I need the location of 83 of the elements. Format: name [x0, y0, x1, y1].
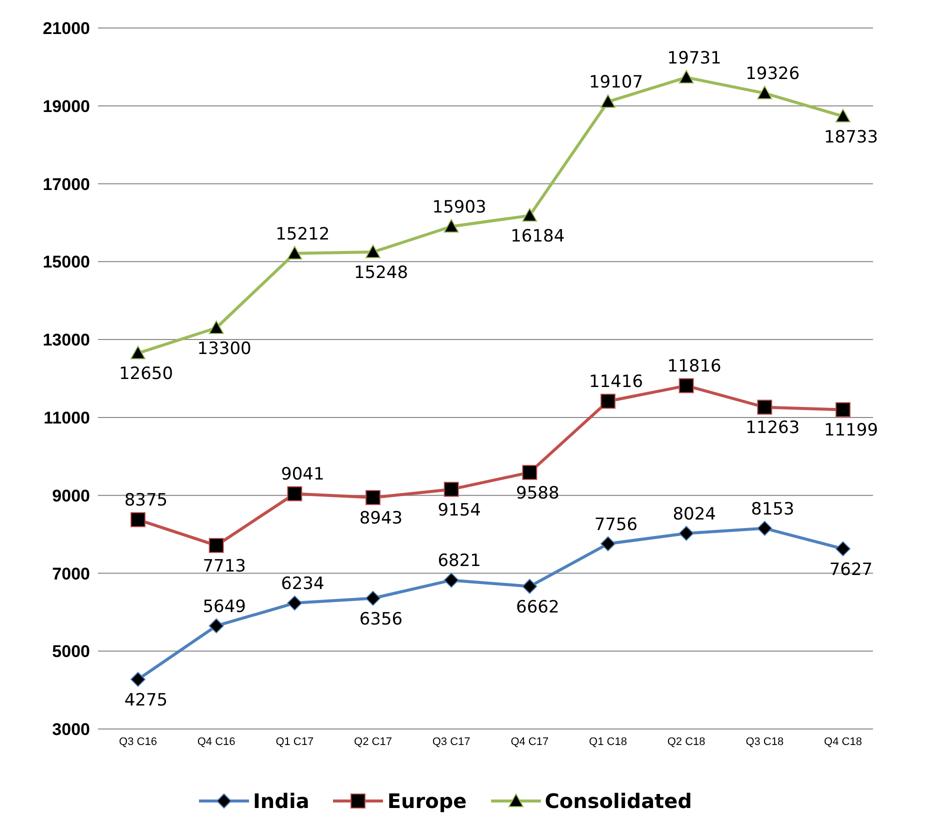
- point: [836, 541, 850, 556]
- x-tick-label: Q3 C18: [746, 736, 784, 748]
- y-tick-label: 9000: [52, 486, 90, 506]
- legend-label: Europe: [387, 789, 467, 813]
- data-label: 4275: [124, 690, 168, 710]
- data-label: 12650: [118, 364, 174, 384]
- point: [130, 512, 146, 528]
- point: [130, 346, 146, 360]
- point: [444, 572, 459, 588]
- data-label: 16184: [510, 226, 565, 247]
- data-label: 7627: [829, 560, 873, 580]
- point: [287, 596, 302, 611]
- data-label: 11816: [667, 356, 722, 377]
- data-label: 9588: [516, 483, 560, 504]
- y-tick-label: 7000: [52, 564, 90, 584]
- point: [444, 482, 459, 497]
- x-tick-label: Q1 C17: [276, 736, 314, 748]
- data-label: 6662: [516, 597, 560, 618]
- x-tick-label: Q1 C18: [589, 736, 627, 748]
- point: [366, 244, 380, 258]
- data-label: 7713: [202, 556, 246, 576]
- point: [130, 672, 146, 687]
- data-label: 7756: [594, 514, 638, 535]
- point: [600, 94, 616, 108]
- point: [678, 526, 694, 541]
- y-tick-label: 13000: [42, 330, 90, 350]
- legend-label: Consolidated: [544, 789, 692, 813]
- point: [836, 402, 850, 418]
- point: [208, 538, 224, 553]
- data-label: 8375: [124, 490, 168, 511]
- data-label: 15248: [354, 263, 408, 284]
- y-tick-label: 11000: [44, 408, 90, 428]
- legend-label: India: [252, 789, 310, 813]
- data-label: 19107: [588, 72, 644, 93]
- x-tick-label: Q3 C17: [432, 736, 470, 748]
- y-tick-label: 21000: [42, 19, 90, 38]
- data-label: 6356: [359, 609, 403, 630]
- data-label: 8153: [751, 499, 794, 520]
- x-tick-label: Q4 C16: [197, 736, 236, 748]
- point: [836, 108, 850, 122]
- point: [757, 400, 772, 415]
- point: [366, 490, 380, 506]
- data-label: 9041: [281, 464, 324, 485]
- x-tick-label: Q2 C18: [667, 736, 706, 748]
- data-label: 8024: [672, 504, 716, 524]
- point: [208, 618, 224, 634]
- data-label: 19731: [667, 48, 722, 68]
- x-tick-label: Q2 C17: [354, 736, 392, 748]
- point: [287, 486, 302, 502]
- data-label: 5649: [202, 596, 246, 617]
- x-tick-label: Q4 C17: [510, 736, 549, 748]
- point: [522, 578, 538, 594]
- point: [208, 320, 224, 334]
- data-label: 9154: [438, 500, 481, 520]
- y-tick-label: 19000: [42, 96, 90, 116]
- data-label: 6821: [438, 551, 481, 572]
- point: [678, 378, 694, 394]
- x-tick-label: Q3 C16: [119, 736, 157, 748]
- y-tick-label: 5000: [52, 642, 90, 662]
- data-label: 19326: [746, 64, 800, 84]
- data-label: 11263: [746, 418, 800, 438]
- point: [366, 590, 380, 606]
- data-label: 6234: [281, 574, 324, 594]
- data-label: 18733: [824, 127, 878, 148]
- point: [522, 208, 538, 222]
- data-label: 11199: [824, 420, 878, 441]
- y-tick-label: 17000: [42, 174, 90, 194]
- point: [287, 246, 302, 260]
- data-label: 13300: [197, 338, 252, 359]
- point: [600, 394, 616, 409]
- y-tick-label: 15000: [42, 252, 90, 272]
- point: [757, 520, 772, 536]
- y-tick-label: 3000: [52, 720, 90, 740]
- data-label: 11416: [588, 372, 644, 392]
- data-label: 15212: [276, 224, 330, 244]
- point: [757, 86, 772, 100]
- point: [444, 219, 459, 233]
- data-label: 15903: [432, 198, 486, 218]
- x-tick-label: Q4 C18: [824, 736, 862, 748]
- point: [678, 70, 694, 84]
- point: [600, 536, 616, 552]
- point: [522, 464, 538, 480]
- data-label: 8943: [359, 508, 403, 529]
